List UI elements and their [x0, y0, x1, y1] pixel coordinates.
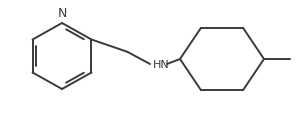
Text: HN: HN [153, 60, 170, 69]
Text: N: N [57, 7, 67, 20]
